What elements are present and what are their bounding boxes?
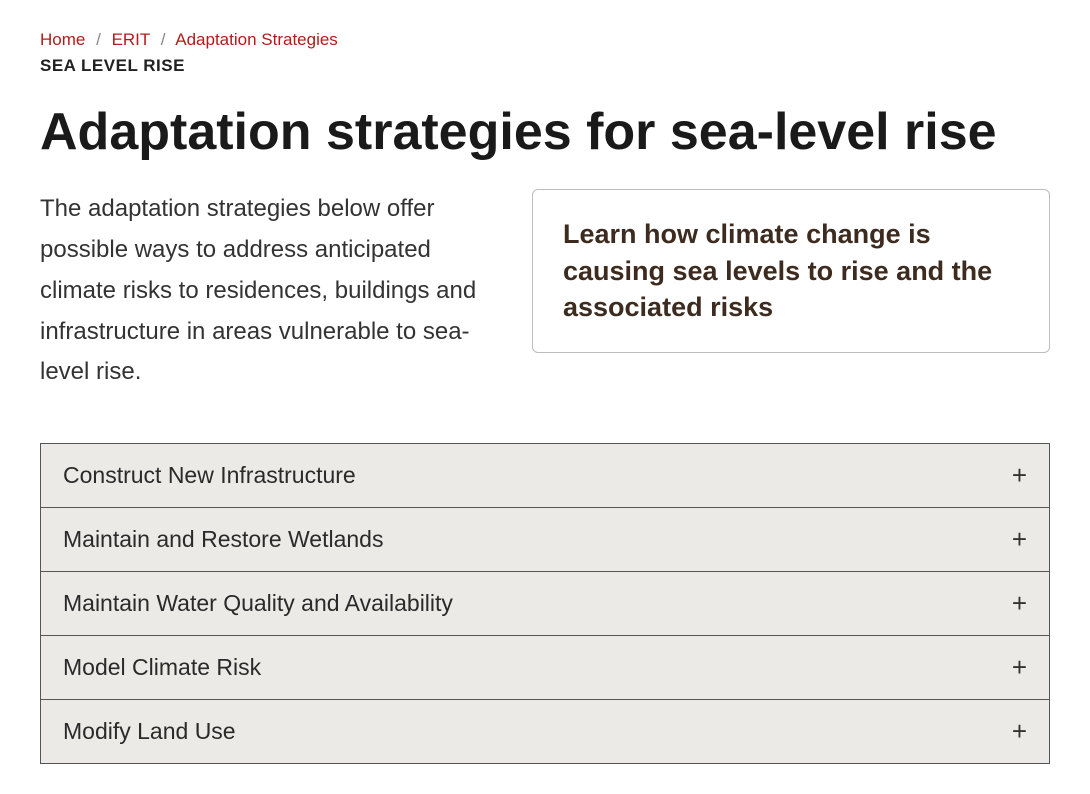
plus-icon: + — [1012, 588, 1027, 619]
breadcrumb-separator: / — [96, 30, 101, 49]
page-title: Adaptation strategies for sea-level rise — [40, 104, 1050, 161]
callout-text: Learn how climate change is causing sea … — [563, 219, 992, 322]
plus-icon: + — [1012, 524, 1027, 555]
accordion-item-label: Model Climate Risk — [63, 654, 261, 681]
intro-paragraph: The adaptation strategies below offer po… — [40, 189, 496, 393]
callout-learn-more[interactable]: Learn how climate change is causing sea … — [532, 189, 1050, 352]
section-label: SEA LEVEL RISE — [40, 56, 1050, 76]
accordion-item-maintain-wetlands[interactable]: Maintain and Restore Wetlands + — [41, 508, 1049, 572]
accordion-item-water-quality[interactable]: Maintain Water Quality and Availability … — [41, 572, 1049, 636]
plus-icon: + — [1012, 716, 1027, 747]
intro-row: The adaptation strategies below offer po… — [40, 189, 1050, 393]
accordion-item-label: Modify Land Use — [63, 718, 236, 745]
accordion-item-label: Maintain Water Quality and Availability — [63, 590, 453, 617]
breadcrumb-separator: / — [161, 30, 166, 49]
breadcrumb: Home / ERIT / Adaptation Strategies — [40, 30, 1050, 50]
breadcrumb-link-erit[interactable]: ERIT — [112, 30, 150, 49]
breadcrumb-link-adaptation[interactable]: Adaptation Strategies — [175, 30, 338, 49]
breadcrumb-link-home[interactable]: Home — [40, 30, 85, 49]
accordion-item-label: Construct New Infrastructure — [63, 462, 356, 489]
accordion-item-label: Maintain and Restore Wetlands — [63, 526, 383, 553]
accordion-item-model-climate-risk[interactable]: Model Climate Risk + — [41, 636, 1049, 700]
accordion-item-modify-land-use[interactable]: Modify Land Use + — [41, 700, 1049, 764]
accordion-item-construct-infrastructure[interactable]: Construct New Infrastructure + — [41, 444, 1049, 508]
plus-icon: + — [1012, 460, 1027, 491]
plus-icon: + — [1012, 652, 1027, 683]
accordion: Construct New Infrastructure + Maintain … — [40, 443, 1050, 764]
